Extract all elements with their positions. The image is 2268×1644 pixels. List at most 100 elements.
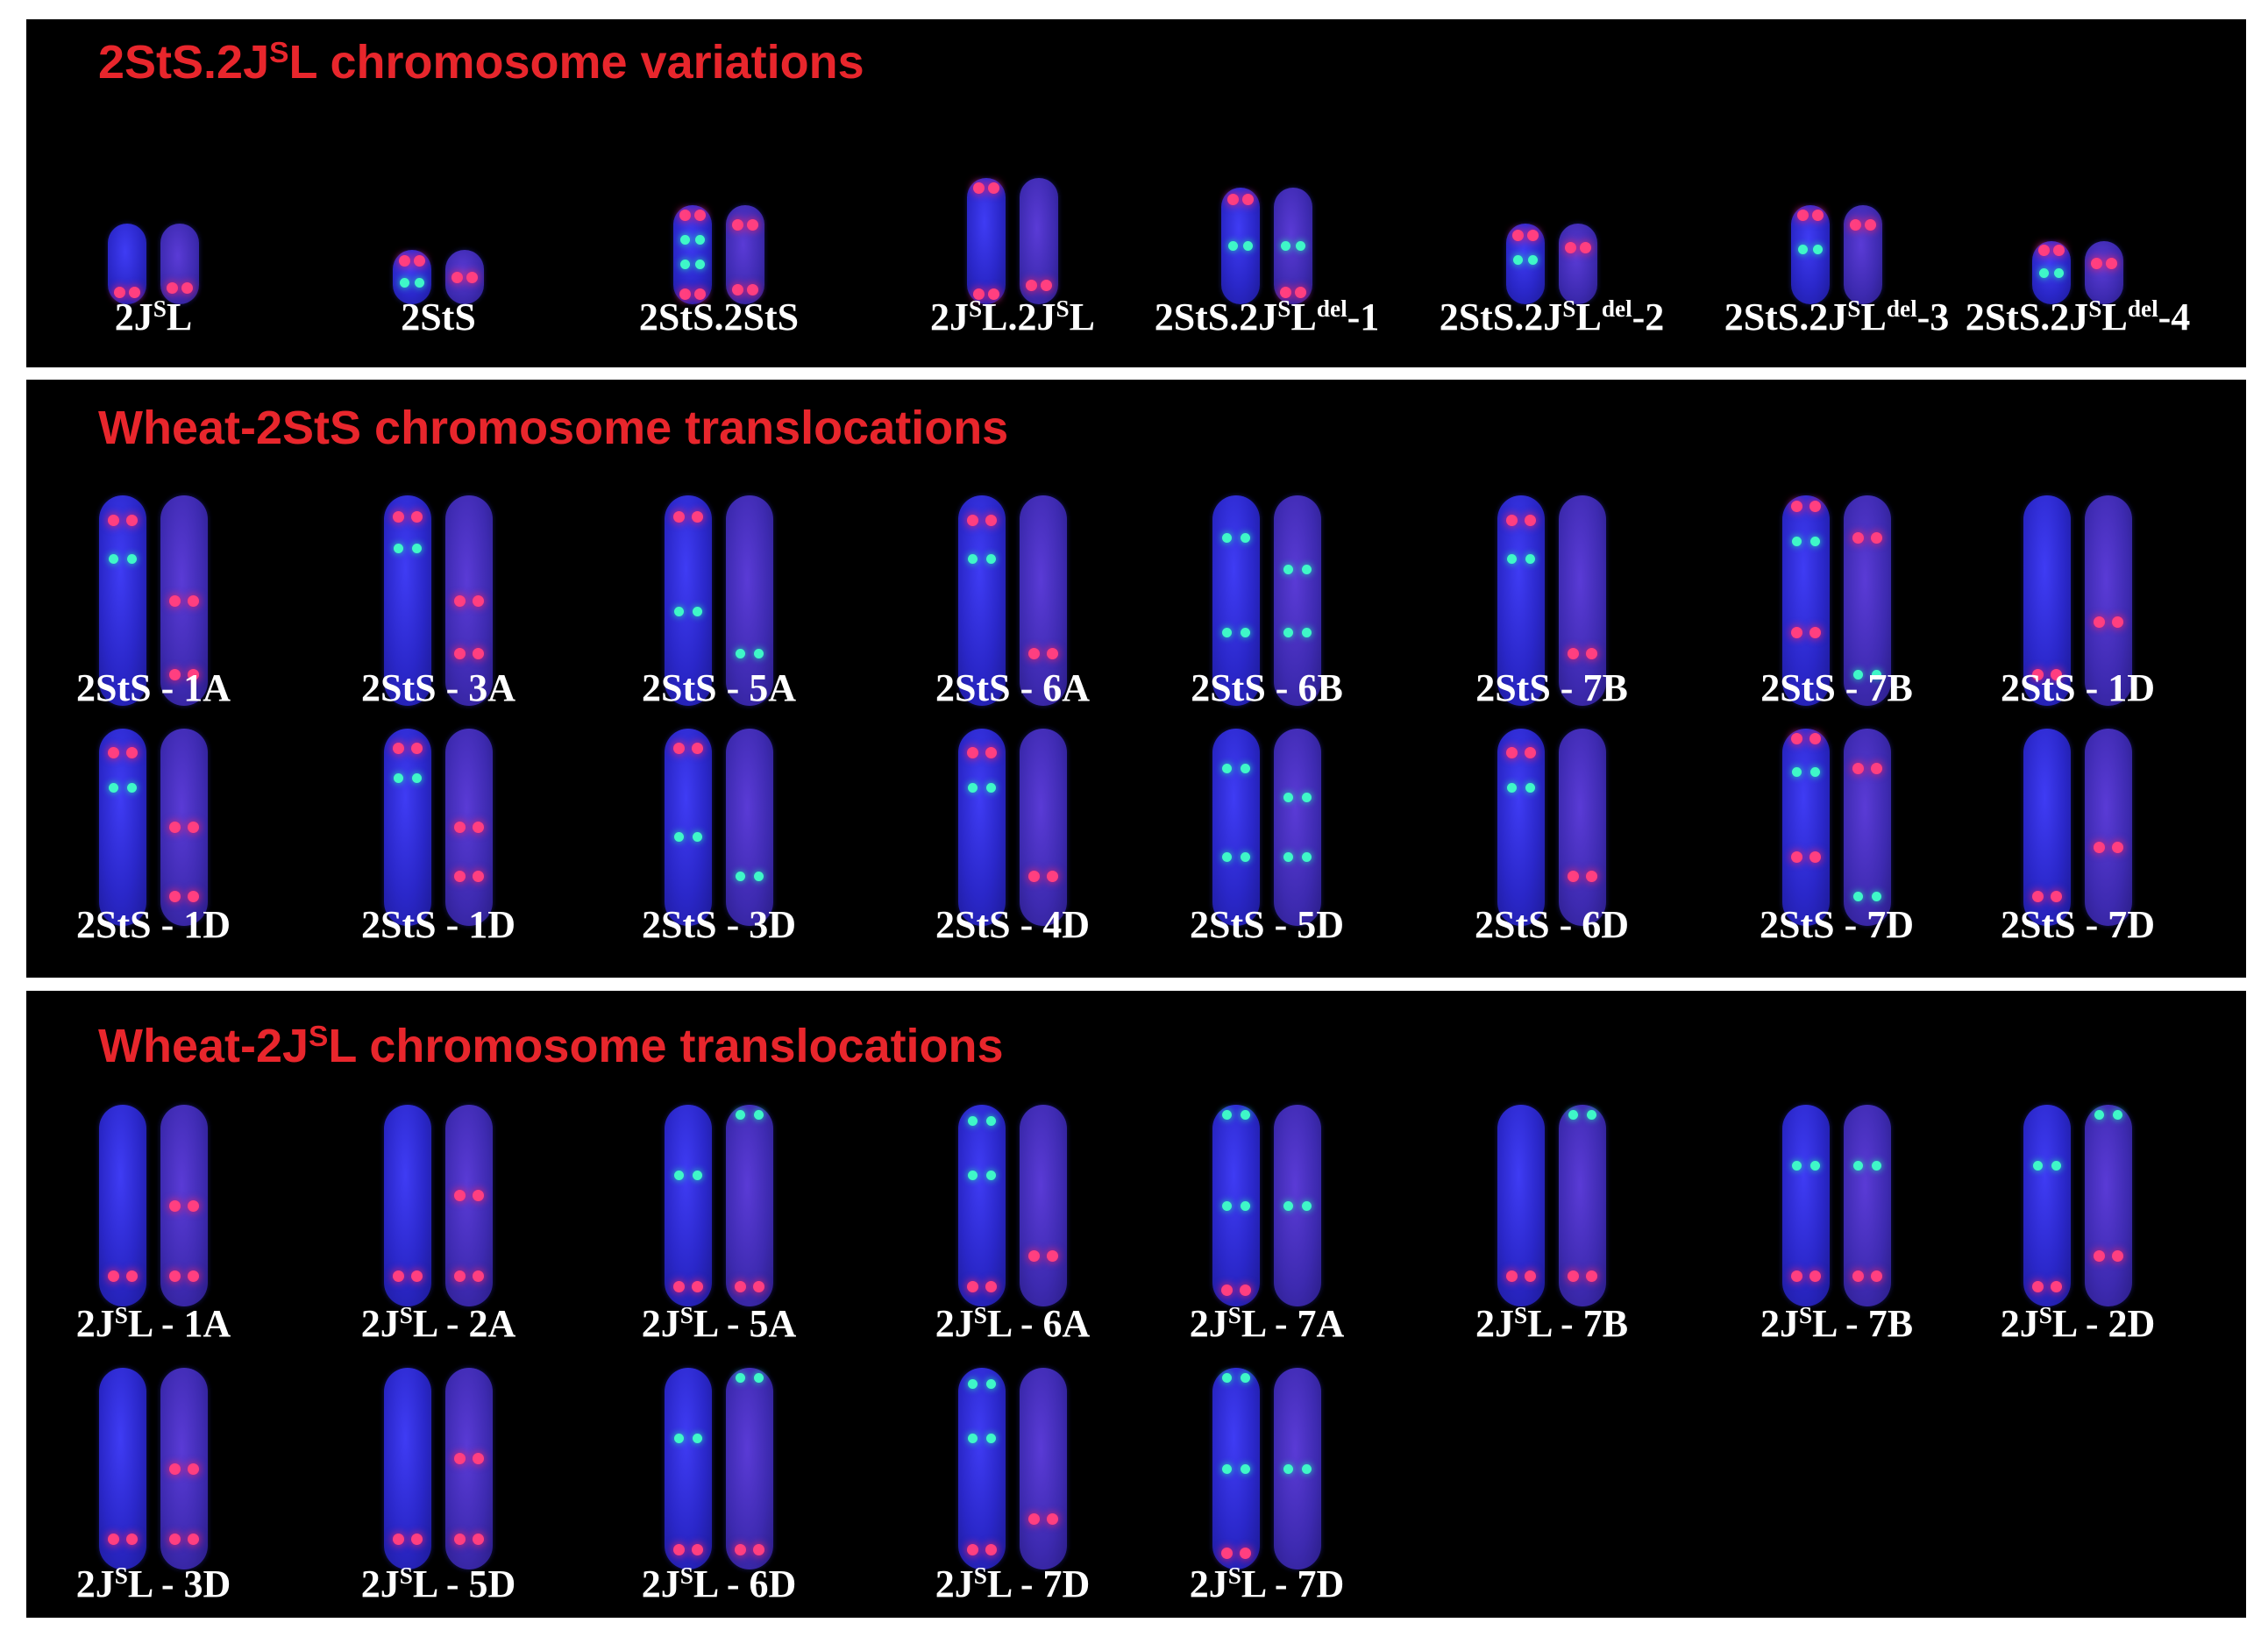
- chromosome-pair: 2JSL.2JSL: [881, 19, 1144, 342]
- chromosome-right: [160, 495, 208, 706]
- pair-label: 2JSL - 1A: [75, 1302, 231, 1345]
- red-signal: [2093, 616, 2105, 628]
- pair-label: 2JSL - 7B: [1475, 1302, 1629, 1345]
- red-signal: [1812, 209, 1824, 221]
- chromosome-left: [958, 729, 1006, 926]
- green-signal: [1227, 241, 1238, 251]
- green-signal: [735, 1110, 745, 1120]
- green-signal: [1283, 851, 1293, 862]
- red-signal: [1527, 230, 1539, 242]
- red-signal: [1852, 1270, 1864, 1282]
- green-signal: [2051, 1160, 2062, 1171]
- chromosome-right: [445, 495, 493, 706]
- chromosome-left: [1212, 1368, 1260, 1569]
- red-signal: [411, 743, 423, 754]
- red-signal: [747, 219, 759, 231]
- chromosome-pair: 2StS: [307, 19, 570, 342]
- red-signal: [972, 182, 985, 195]
- red-signal: [1809, 626, 1822, 638]
- red-signal: [451, 271, 463, 283]
- red-signal: [411, 1270, 423, 1282]
- red-signal: [2093, 1250, 2105, 1262]
- red-signal: [988, 182, 1000, 195]
- red-signal: [113, 286, 125, 298]
- pair-label: 2StS.2StS: [638, 295, 800, 338]
- pair-label: 2JSL - 7B: [1760, 1302, 1914, 1345]
- chromosome-right: [726, 205, 764, 304]
- red-signal: [1525, 515, 1537, 527]
- red-signal: [453, 1453, 466, 1464]
- chromosome-right: [445, 250, 484, 304]
- red-signal: [1240, 1548, 1252, 1560]
- green-signal: [393, 543, 403, 553]
- green-signal: [412, 772, 423, 783]
- red-signal: [985, 1280, 998, 1292]
- red-signal: [672, 1280, 685, 1292]
- chromosome-pair: 2StS - 7B: [1705, 380, 1968, 713]
- chromosome-pair: 2JSL - 6A: [881, 991, 1144, 1349]
- red-signal: [1564, 242, 1576, 254]
- chromosome-pair: 2StS - 7D: [1705, 380, 1968, 950]
- green-signal: [673, 1434, 684, 1443]
- green-signal: [1302, 793, 1312, 803]
- chromosome-left: [1497, 1105, 1545, 1306]
- chromosome-pair: 2StS - 1A: [22, 380, 285, 713]
- green-signal: [1791, 767, 1802, 777]
- red-signal: [747, 283, 759, 295]
- red-signal: [1295, 287, 1307, 299]
- green-signal: [1221, 627, 1232, 637]
- chromosome-right: [445, 1368, 493, 1569]
- red-signal: [692, 510, 704, 523]
- red-signal: [731, 283, 743, 295]
- green-signal: [986, 1378, 997, 1389]
- red-signal: [1849, 219, 1861, 231]
- red-signal: [672, 1543, 685, 1555]
- red-signal: [1240, 1285, 1252, 1297]
- chromosome-left: [665, 1368, 712, 1569]
- green-signal: [1283, 627, 1293, 637]
- red-signal: [168, 822, 181, 833]
- red-signal: [679, 288, 691, 301]
- green-signal: [1283, 1200, 1293, 1211]
- red-signal: [453, 1534, 466, 1545]
- red-signal: [2090, 257, 2102, 269]
- red-signal: [2031, 890, 2044, 902]
- chromosome-left: [1497, 729, 1545, 926]
- red-signal: [1852, 762, 1864, 774]
- green-signal: [1283, 1463, 1293, 1474]
- pair-label: 2StS - 5A: [641, 666, 797, 709]
- red-signal: [411, 510, 423, 523]
- red-signal: [966, 1543, 978, 1555]
- green-signal: [986, 783, 997, 793]
- red-signal: [694, 288, 707, 301]
- chromosome-left: [384, 729, 431, 926]
- red-signal: [1567, 647, 1579, 659]
- red-signal: [168, 668, 181, 680]
- red-signal: [188, 1199, 200, 1212]
- panel-wheat-2sts-translocations: Wheat-2StS chromosome translocations 2St…: [26, 380, 2246, 978]
- green-signal: [967, 1378, 978, 1389]
- chromosome-pair: 2StS - 7D: [1946, 380, 2209, 950]
- pair-label: 2StS - 6A: [935, 666, 1091, 709]
- green-signal: [1221, 1110, 1232, 1120]
- red-signal: [1041, 279, 1053, 291]
- green-signal: [2032, 1160, 2043, 1171]
- green-signal: [2094, 1110, 2104, 1120]
- red-signal: [2093, 841, 2105, 853]
- chromosome-pair: 2StS.2JSLdel-4: [1946, 19, 2209, 342]
- red-signal: [1525, 746, 1537, 758]
- green-signal: [693, 1171, 703, 1180]
- red-signal: [453, 1190, 466, 1201]
- green-signal: [1221, 1373, 1232, 1383]
- chromosome-left: [384, 495, 431, 706]
- red-signal: [985, 746, 998, 758]
- chromosome-left: [99, 1105, 146, 1306]
- red-signal: [1027, 871, 1040, 883]
- green-signal: [735, 872, 745, 882]
- chromosome-left: [384, 1368, 431, 1569]
- chromosome-pair: 2StS - 6A: [881, 380, 1144, 713]
- pair-label: 2StS - 1D: [2000, 666, 2156, 709]
- red-signal: [694, 209, 707, 221]
- chromosome-pair: 2JSL - 2D: [1946, 991, 2209, 1349]
- red-signal: [453, 871, 466, 883]
